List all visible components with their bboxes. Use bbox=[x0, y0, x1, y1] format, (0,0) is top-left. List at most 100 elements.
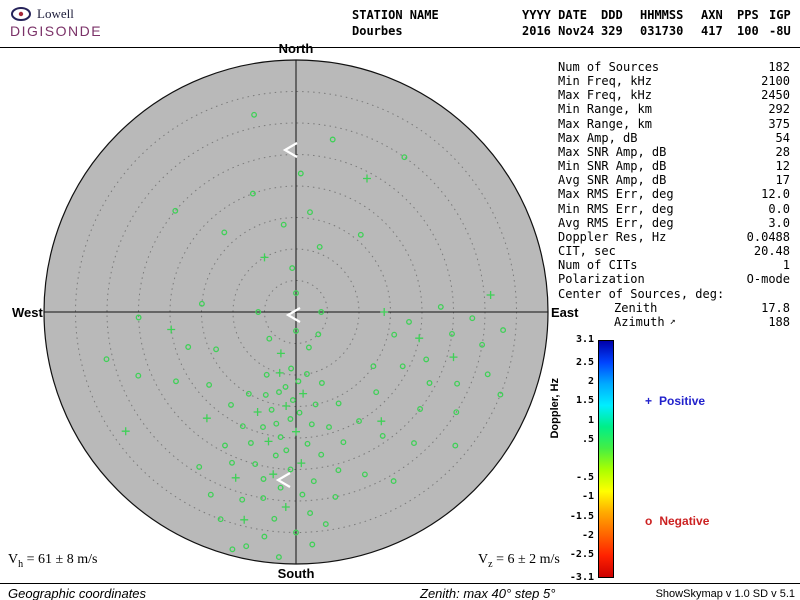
compass-label-north: North bbox=[278, 41, 314, 56]
stat-row: Azimuth ↗ 188 bbox=[558, 315, 790, 329]
stat-value: 17 bbox=[775, 173, 790, 188]
stat-value: 12 bbox=[775, 159, 790, 174]
stat-value: 0.0 bbox=[768, 201, 790, 216]
stat-row: Max Amp, dB 54 bbox=[558, 131, 790, 145]
stat-value: 0.0488 bbox=[746, 229, 790, 244]
source-point-circle bbox=[245, 390, 252, 397]
source-point-circle bbox=[309, 541, 316, 548]
source-point-circle bbox=[454, 380, 461, 387]
colorbar-tick: 1.5 bbox=[575, 395, 594, 407]
source-point-plus bbox=[415, 334, 424, 343]
source-point-plus bbox=[231, 473, 240, 482]
source-point-circle bbox=[229, 459, 235, 466]
header-column-label: DDD bbox=[601, 8, 623, 22]
stat-label: Polarization bbox=[558, 272, 645, 287]
stat-label: Max RMS Err, deg bbox=[558, 187, 674, 202]
vz-subscript: z bbox=[488, 558, 493, 570]
stat-row: Polarization O-mode bbox=[558, 272, 790, 286]
stat-value: 3.0 bbox=[768, 215, 790, 230]
source-point-circle bbox=[318, 451, 325, 458]
source-point-circle bbox=[277, 434, 284, 441]
stat-label: Center of Sources, deg: bbox=[558, 286, 725, 301]
stat-value: 375 bbox=[768, 116, 790, 131]
stat-label: Num of CITs bbox=[558, 258, 638, 273]
source-point-circle bbox=[198, 300, 205, 307]
stat-row: Max RMS Err, deg 12.0 bbox=[558, 187, 790, 201]
source-point-circle bbox=[332, 493, 339, 500]
source-point-circle bbox=[289, 397, 296, 404]
source-point-circle bbox=[173, 378, 179, 385]
source-point-circle bbox=[356, 418, 362, 425]
source-point-circle bbox=[207, 491, 214, 498]
stat-label: Max Freq, kHz bbox=[558, 88, 652, 103]
source-point-circle bbox=[379, 432, 386, 439]
source-point-circle bbox=[399, 363, 406, 370]
header-column: IGP -8U bbox=[769, 7, 797, 39]
header-column-label: IGP bbox=[769, 8, 791, 22]
header-column-label: YYYY DATE bbox=[522, 8, 588, 22]
header-column-value: 031730 bbox=[640, 24, 684, 38]
vh-subscript: h bbox=[18, 558, 24, 570]
stat-label: Min RMS Err, deg bbox=[558, 201, 674, 216]
logo-digisonde-text: DIGISONDE bbox=[10, 23, 103, 39]
header-column-label: AXN bbox=[701, 8, 723, 22]
stat-value: 182 bbox=[768, 60, 790, 74]
source-point-plus bbox=[276, 349, 285, 358]
source-point-circle bbox=[361, 471, 368, 478]
footer-version: ShowSkymap v 1.0 SD v 5.1 bbox=[655, 588, 795, 600]
source-point-circle bbox=[272, 452, 279, 459]
source-point-plus bbox=[269, 470, 278, 479]
source-point-circle bbox=[295, 378, 302, 385]
stat-row: Avg SNR Amp, dB 17 bbox=[558, 173, 790, 187]
source-point-circle bbox=[229, 546, 236, 553]
source-point-circle bbox=[260, 424, 266, 431]
legend-positive-label: Positive bbox=[659, 394, 706, 408]
source-point-plus bbox=[292, 427, 300, 436]
source-point-plus bbox=[363, 174, 371, 183]
source-point-circle bbox=[318, 380, 325, 386]
source-point-circle bbox=[453, 409, 460, 416]
source-point-circle bbox=[172, 207, 179, 214]
stat-value: O-mode bbox=[746, 272, 790, 287]
header-column-value: -8U bbox=[769, 24, 791, 38]
source-point-circle bbox=[282, 383, 289, 390]
source-point-circle bbox=[266, 335, 273, 342]
source-point-circle bbox=[135, 314, 142, 321]
drift-arrow-icon bbox=[285, 307, 301, 323]
stat-value: 2100 bbox=[761, 74, 790, 89]
colorbar-tick: 1 bbox=[587, 414, 594, 426]
source-point-circle bbox=[247, 440, 254, 446]
source-point-circle bbox=[449, 330, 455, 337]
source-point-circle bbox=[307, 209, 313, 216]
colorbar-tick: -1.5 bbox=[569, 510, 594, 522]
header-divider bbox=[0, 47, 800, 48]
source-point-plus bbox=[264, 437, 273, 446]
negative-marker-icon: o bbox=[645, 514, 653, 528]
colorbar-tick: -3.1 bbox=[569, 572, 594, 583]
colorbar-tick: -.5 bbox=[575, 472, 594, 484]
colorbar-tick: 3.1 bbox=[575, 334, 594, 345]
source-point-circle bbox=[297, 170, 304, 177]
lowell-logo-icon bbox=[11, 7, 31, 21]
source-point-circle bbox=[222, 442, 228, 449]
colorbar-tick: -2 bbox=[581, 529, 594, 541]
header-column-value: 100 bbox=[737, 24, 759, 38]
source-point-circle bbox=[277, 484, 284, 491]
source-point-circle bbox=[275, 554, 282, 561]
source-point-circle bbox=[280, 221, 287, 228]
source-point-circle bbox=[243, 543, 250, 550]
source-point-plus bbox=[282, 402, 291, 410]
source-point-circle bbox=[303, 371, 310, 377]
source-point-circle bbox=[411, 440, 417, 447]
header-column-value: 329 bbox=[601, 24, 623, 38]
source-point-circle bbox=[484, 371, 491, 378]
header-column-label: STATION NAME bbox=[352, 8, 439, 22]
source-point-circle bbox=[312, 401, 319, 408]
source-point-circle bbox=[417, 406, 424, 412]
source-point-circle bbox=[213, 346, 220, 353]
source-point-circle bbox=[340, 439, 347, 446]
source-point-plus bbox=[297, 459, 306, 468]
source-point-circle bbox=[239, 496, 246, 503]
header-column-label: PPS bbox=[737, 8, 759, 22]
